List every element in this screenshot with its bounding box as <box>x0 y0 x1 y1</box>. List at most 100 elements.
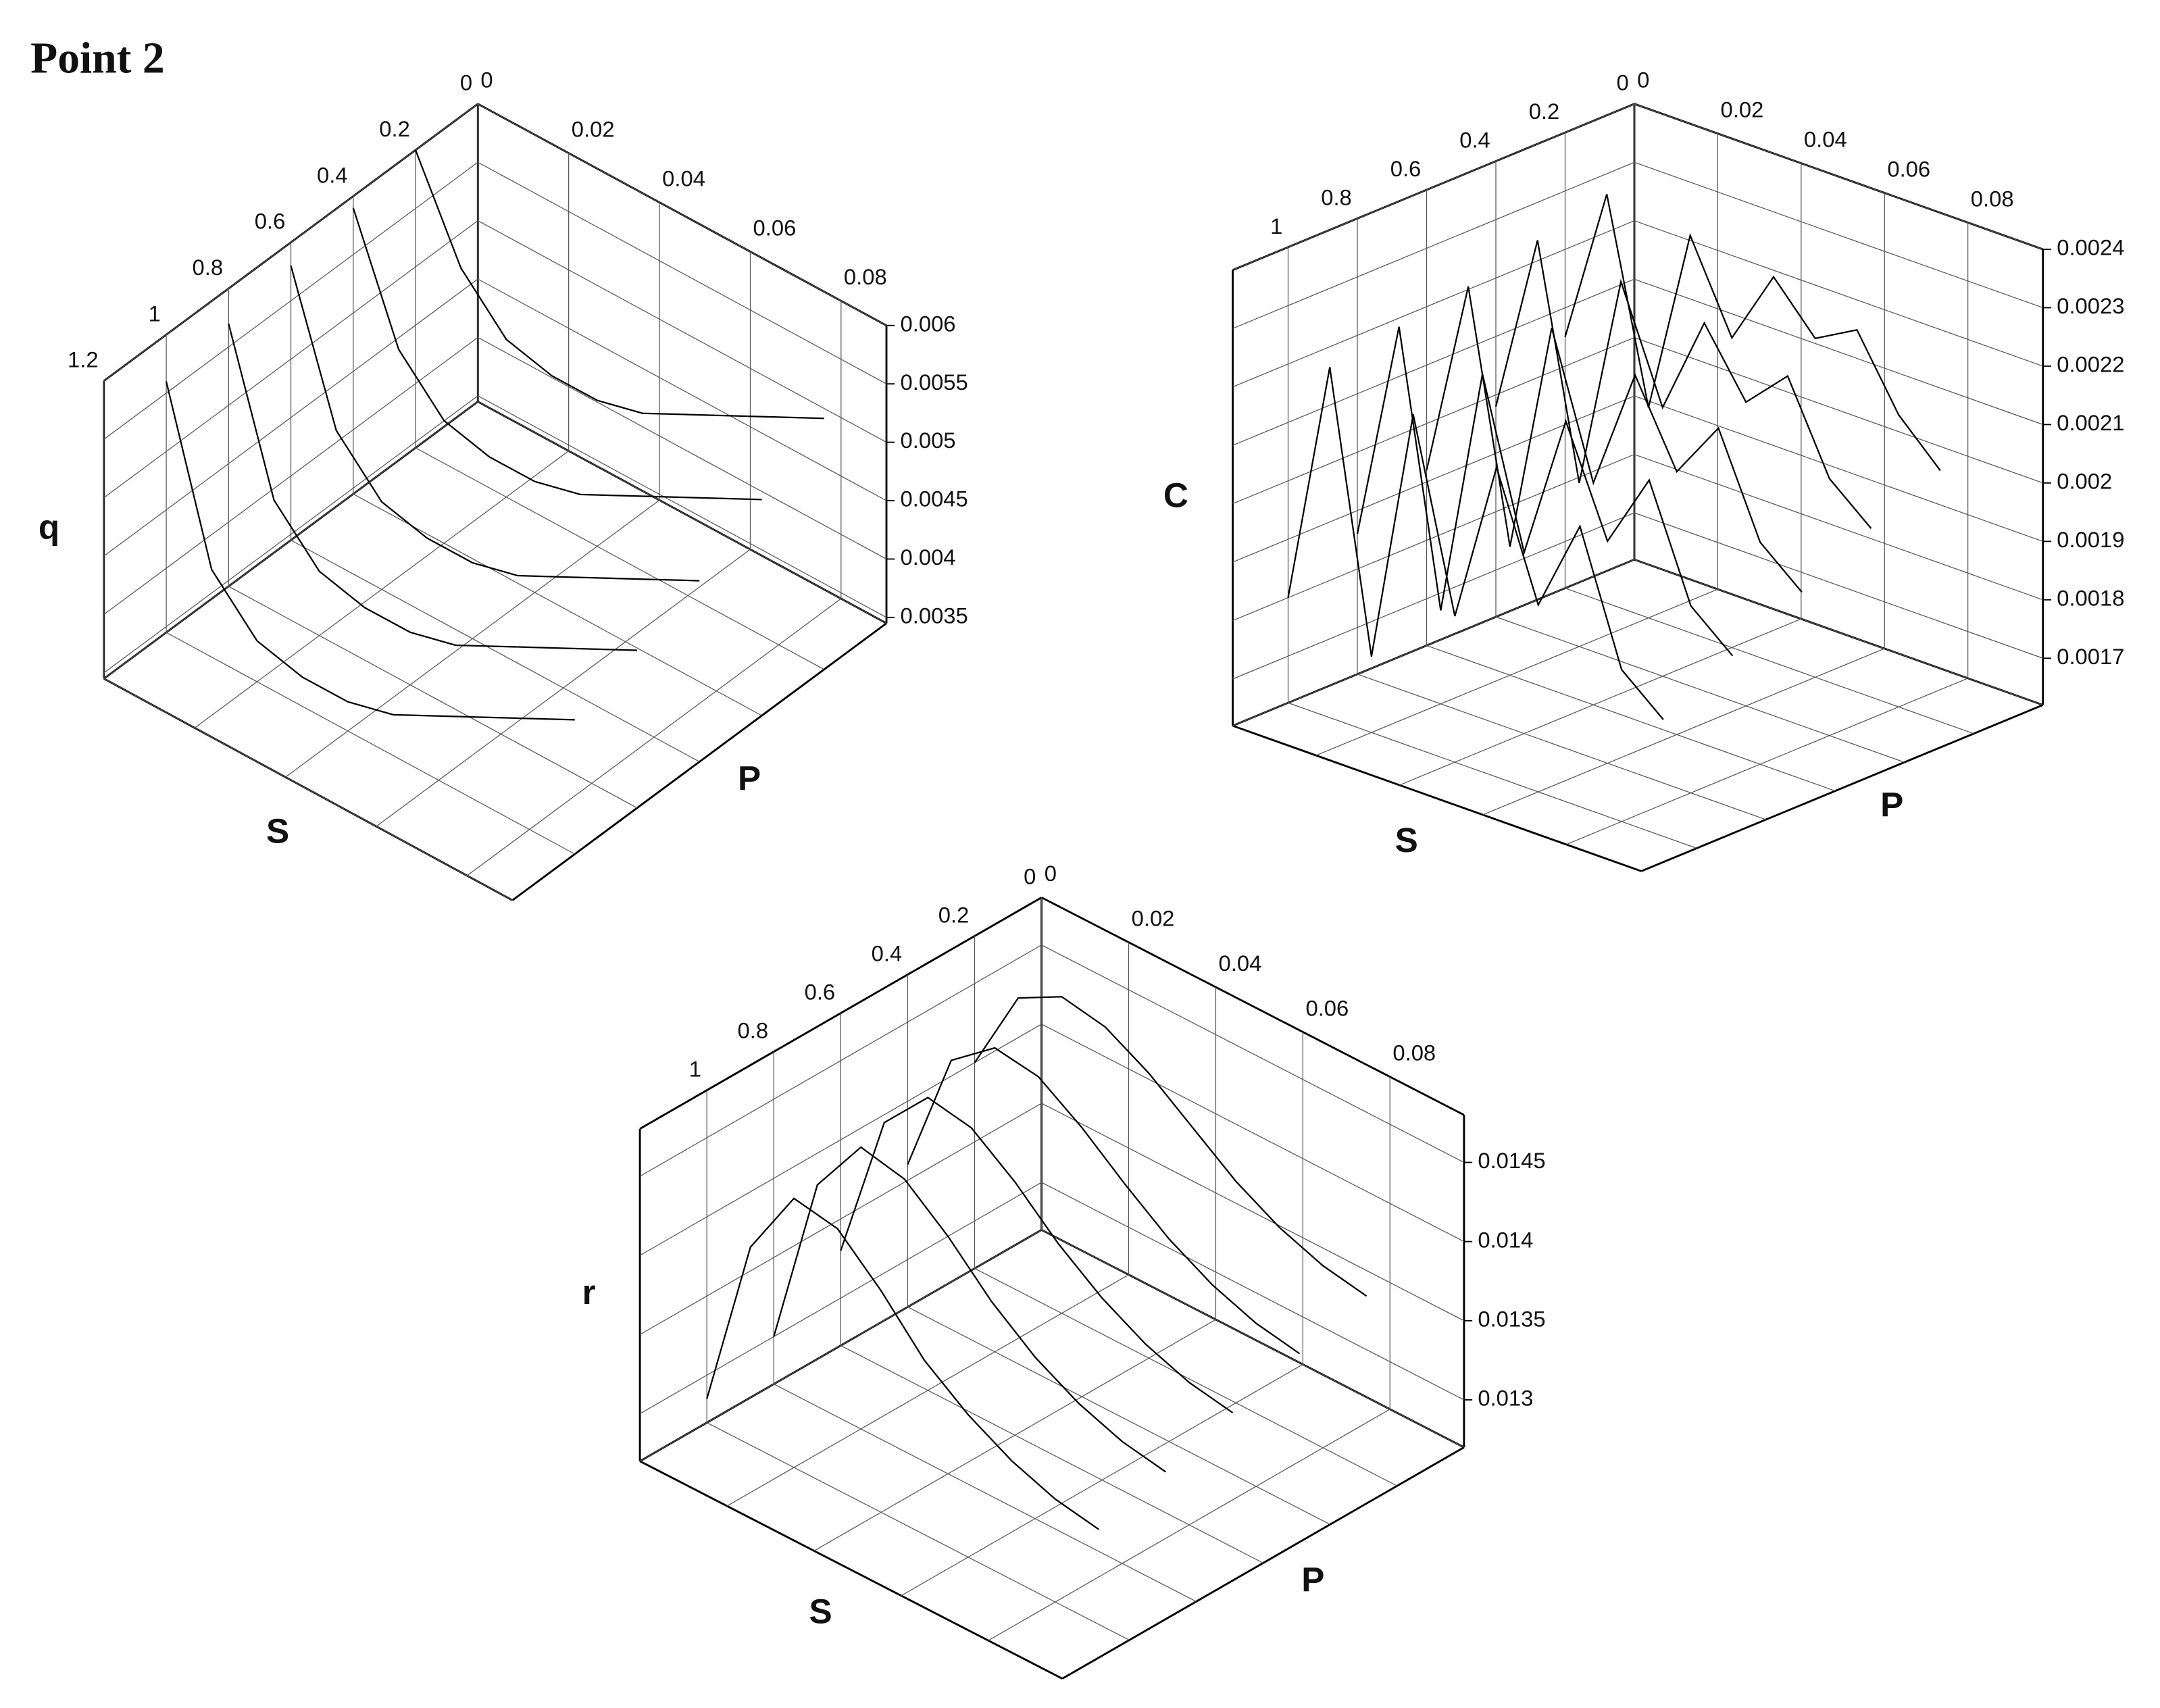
box-edge <box>1232 724 1642 872</box>
surface-curve <box>165 381 575 721</box>
p-tick-label: 0.06 <box>1887 156 1930 181</box>
grid-line <box>1634 337 2043 484</box>
z-tick-label: 0.004 <box>901 545 956 570</box>
p-axis-label: P <box>738 759 761 798</box>
grid-line <box>1426 645 1836 792</box>
p-tick-label: 0.08 <box>1392 1040 1436 1065</box>
grid-line <box>901 1363 1303 1597</box>
z-axis-label: C <box>1163 476 1188 514</box>
p-axis-label: P <box>1301 1561 1324 1599</box>
box-edge <box>1640 704 2044 872</box>
grid-line <box>1232 220 1635 388</box>
z-tick-label: 0.013 <box>1478 1386 1533 1411</box>
p-tick-label: 0.02 <box>1132 906 1175 931</box>
z-tick-label: 0.0035 <box>901 603 968 628</box>
surface-curve <box>706 1197 1099 1530</box>
s-tick-label: 0.4 <box>317 162 348 187</box>
grid-line <box>1232 161 1635 329</box>
z-tick-label: 0.0022 <box>2057 352 2124 377</box>
grid-line <box>285 499 660 778</box>
grid-line <box>1399 618 1802 786</box>
s-tick-label: 0 <box>460 70 472 95</box>
s-tick-label: 0.2 <box>938 902 970 927</box>
grid-line <box>1232 103 1635 271</box>
grid-line <box>477 220 887 443</box>
p-tick-label: 0.08 <box>844 264 887 289</box>
grid-line <box>103 278 478 557</box>
surface-curve <box>228 323 638 651</box>
z-tick-label: 0.0135 <box>1478 1306 1545 1331</box>
p-tick-label: 0.06 <box>1305 995 1349 1020</box>
grid-line <box>1041 945 1465 1163</box>
grid-line <box>103 161 478 440</box>
p-axis-label: P <box>1880 786 1903 824</box>
surface-curve <box>352 207 762 501</box>
box-edge <box>511 622 887 901</box>
grid-line <box>1232 337 1635 505</box>
grid-line <box>1288 702 1697 849</box>
p-tick-label: 0.02 <box>1721 97 1764 122</box>
grid-line <box>166 632 576 855</box>
grid-line <box>376 549 751 827</box>
p-tick-label: 0.08 <box>1971 186 2014 211</box>
s-tick-label: 1 <box>1270 214 1282 238</box>
grid-line <box>774 1384 1197 1602</box>
grid-line <box>840 1345 1263 1563</box>
surface-curve <box>1495 240 1872 529</box>
figure-title: Point 2 <box>30 34 165 82</box>
s-tick-label: 0.8 <box>1321 184 1352 209</box>
z-tick-label: 0.014 <box>1478 1227 1533 1252</box>
s-tick-label: 0.4 <box>1459 128 1490 153</box>
surface-curve <box>840 1097 1234 1413</box>
s-axis-label: S <box>809 1592 832 1631</box>
grid-line <box>907 1306 1330 1525</box>
surface-curve <box>773 1146 1167 1473</box>
p-tick-label: 0.04 <box>662 166 705 191</box>
grid-line <box>1565 588 1974 734</box>
z-tick-label: 0.0018 <box>2057 585 2124 610</box>
z-tick-label: 0.0017 <box>2057 644 2124 669</box>
z-tick-label: 0.006 <box>901 311 956 336</box>
grid-line <box>415 447 825 670</box>
z-tick-label: 0.002 <box>2057 469 2112 494</box>
grid-line <box>639 1182 1042 1414</box>
grid-line <box>477 161 887 384</box>
grid-line <box>1634 161 2043 309</box>
grid-line <box>103 395 478 674</box>
s-axis-label: S <box>1395 821 1418 859</box>
s-axis-label: S <box>266 812 289 851</box>
grid-line <box>477 401 887 624</box>
grid-line <box>477 336 887 559</box>
grid-line <box>291 539 700 763</box>
grid-line <box>639 1024 1042 1256</box>
surface-curve <box>1287 367 1664 720</box>
s-tick-label: 0.4 <box>872 940 903 965</box>
z-tick-label: 0.0019 <box>2057 527 2124 552</box>
z-tick-label: 0.0145 <box>1478 1148 1545 1173</box>
grid-line <box>1041 1182 1465 1401</box>
grid-line <box>974 1267 1398 1486</box>
s-tick-label: 0.2 <box>379 116 410 141</box>
grid-line <box>1495 616 1905 763</box>
z-tick-label: 0.0055 <box>901 370 968 395</box>
p-tick-label: 0.04 <box>1219 951 1262 976</box>
grid-line <box>639 1103 1042 1335</box>
grid-line <box>988 1409 1390 1641</box>
grid-line <box>1041 1024 1465 1242</box>
s-tick-label: 1 <box>149 301 161 326</box>
s-tick-label: 0 <box>1617 70 1629 95</box>
s-tick-label: 0.6 <box>1390 156 1422 181</box>
grid-line <box>813 1319 1216 1551</box>
p-tick-label: 0.06 <box>753 215 797 240</box>
grid-line <box>466 598 842 876</box>
grid-line <box>1232 559 1635 726</box>
grid-line <box>1041 1103 1465 1322</box>
surface-curve <box>974 996 1367 1297</box>
grid-line <box>1315 588 1718 756</box>
grid-line <box>103 401 478 679</box>
grid-line <box>477 103 887 326</box>
z-tick-label: 0.0024 <box>2057 235 2124 260</box>
s-tick-label: 1 <box>689 1057 701 1082</box>
z-tick-label: 0.0045 <box>901 486 968 511</box>
